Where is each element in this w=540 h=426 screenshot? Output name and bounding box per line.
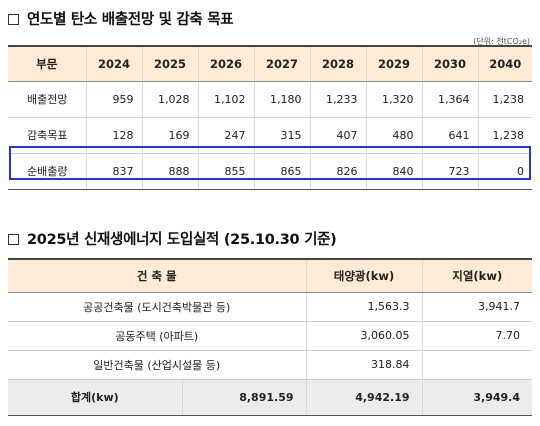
table-cell: 0 <box>477 153 532 190</box>
geo-value: 7.70 <box>421 321 532 351</box>
geo-value <box>421 350 532 380</box>
col-header: 2040 <box>477 45 532 82</box>
table-cell: 865 <box>253 153 310 190</box>
col-header: 부문 <box>8 45 86 82</box>
row-label: 배출전망 <box>8 81 86 118</box>
total-label: 합계(kw) <box>8 379 182 416</box>
table-cell: 1,102 <box>197 81 254 118</box>
solar-value: 318.84 <box>305 350 422 380</box>
building-name: 공공건축물 (도시건축박물관 등) <box>8 292 306 322</box>
col-header: 2024 <box>85 45 142 82</box>
solar-value: 3,060.05 <box>305 321 422 351</box>
table-row-net-emission: 순배출량 837 888 855 865 826 840 723 0 <box>8 153 532 190</box>
table-cell: 1,364 <box>421 81 478 118</box>
table-cell: 959 <box>85 81 142 118</box>
table-cell: 840 <box>365 153 422 190</box>
emission-table: 부문 2024 2025 2026 2027 2028 2029 2030 20… <box>8 45 532 190</box>
col-header: 2027 <box>253 45 310 82</box>
checkbox-square-icon <box>8 14 19 25</box>
row-label: 순배출량 <box>8 153 86 190</box>
solar-value: 1,563.3 <box>305 292 422 322</box>
table-cell: 723 <box>421 153 478 190</box>
table-cell: 826 <box>309 153 366 190</box>
table-cell: 315 <box>253 117 310 154</box>
table-cell: 641 <box>421 117 478 154</box>
col-header: 2026 <box>197 45 254 82</box>
col-header: 2025 <box>141 45 198 82</box>
col-header: 2030 <box>421 45 478 82</box>
table-cell: 1,180 <box>253 81 310 118</box>
building-name: 공동주택 (아파트) <box>8 321 306 351</box>
total-overall: 8,891.59 <box>181 379 306 416</box>
col-header-geo: 지열(kw) <box>421 258 532 293</box>
table-cell: 247 <box>197 117 254 154</box>
table-cell: 888 <box>141 153 198 190</box>
table-cell: 1,028 <box>141 81 198 118</box>
checkbox-square-icon <box>8 234 19 245</box>
table-cell: 169 <box>141 117 198 154</box>
table-row: 공동주택 (아파트) 3,060.05 7.70 <box>8 321 532 351</box>
table-row: 배출전망 959 1,028 1,102 1,180 1,233 1,320 1… <box>8 81 532 118</box>
table-row: 공공건축물 (도시건축박물관 등) 1,563.3 3,941.7 <box>8 292 532 322</box>
geo-value: 3,941.7 <box>421 292 532 322</box>
table-header-row: 건 축 물 태양광(kw) 지열(kw) <box>8 258 532 293</box>
table-row: 일반건축물 (산업시설물 등) 318.84 <box>8 350 532 380</box>
table-cell: 1,320 <box>365 81 422 118</box>
row-label: 감축목표 <box>8 117 86 154</box>
col-header-building: 건 축 물 <box>8 258 306 293</box>
table-cell: 1,238 <box>477 81 532 118</box>
col-header: 2028 <box>309 45 366 82</box>
building-name: 일반건축물 (산업시설물 등) <box>8 350 306 380</box>
table-row-total: 합계(kw) 8,891.59 4,942.19 3,949.4 <box>8 379 532 416</box>
table-cell: 837 <box>85 153 142 190</box>
table-cell: 1,233 <box>309 81 366 118</box>
table-cell: 480 <box>365 117 422 154</box>
table-cell: 855 <box>197 153 254 190</box>
total-geo: 3,949.4 <box>421 379 532 416</box>
section1-title: 연도별 탄소 배출전망 및 감축 목표 <box>8 8 234 29</box>
table-cell: 128 <box>85 117 142 154</box>
table-cell: 407 <box>309 117 366 154</box>
table-cell: 1,238 <box>477 117 532 154</box>
renewable-table: 건 축 물 태양광(kw) 지열(kw) 공공건축물 (도시건축박물관 등) 1… <box>8 258 532 416</box>
unit-label: (단위: 천tCO₂e) <box>473 37 530 46</box>
col-header-solar: 태양광(kw) <box>305 258 422 293</box>
table-header-row: 부문 2024 2025 2026 2027 2028 2029 2030 20… <box>8 45 532 82</box>
total-solar: 4,942.19 <box>305 379 422 416</box>
col-header: 2029 <box>365 45 422 82</box>
section2-title: 2025년 신재생에너지 도입실적 (25.10.30 기준) <box>8 228 337 249</box>
table-row: 감축목표 128 169 247 315 407 480 641 1,238 <box>8 117 532 154</box>
